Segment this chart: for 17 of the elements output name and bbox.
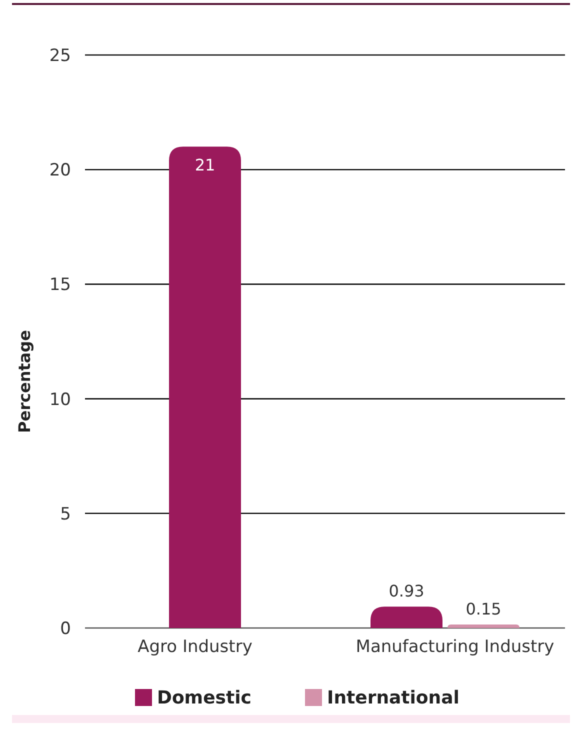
legend-label: International (327, 687, 460, 708)
y-axis-title: Percentage (15, 330, 34, 433)
y-tick-label: 5 (60, 504, 71, 524)
bar (169, 146, 241, 628)
y-tick-label: 0 (60, 618, 71, 639)
y-tick-label: 25 (49, 46, 71, 66)
data-label: 0.93 (388, 582, 424, 601)
bar (448, 624, 520, 628)
data-label: 21 (194, 156, 216, 175)
y-tick-label: 20 (49, 160, 71, 181)
x-tick-label: Agro Industry (138, 637, 252, 657)
legend-label: Domestic (157, 687, 252, 708)
data-label: 0.15 (466, 600, 502, 619)
bar (370, 606, 442, 628)
y-tick-label: 10 (49, 390, 71, 410)
x-tick-label: Manufacturing Industry (356, 637, 554, 657)
y-tick-label: 15 (49, 275, 71, 296)
